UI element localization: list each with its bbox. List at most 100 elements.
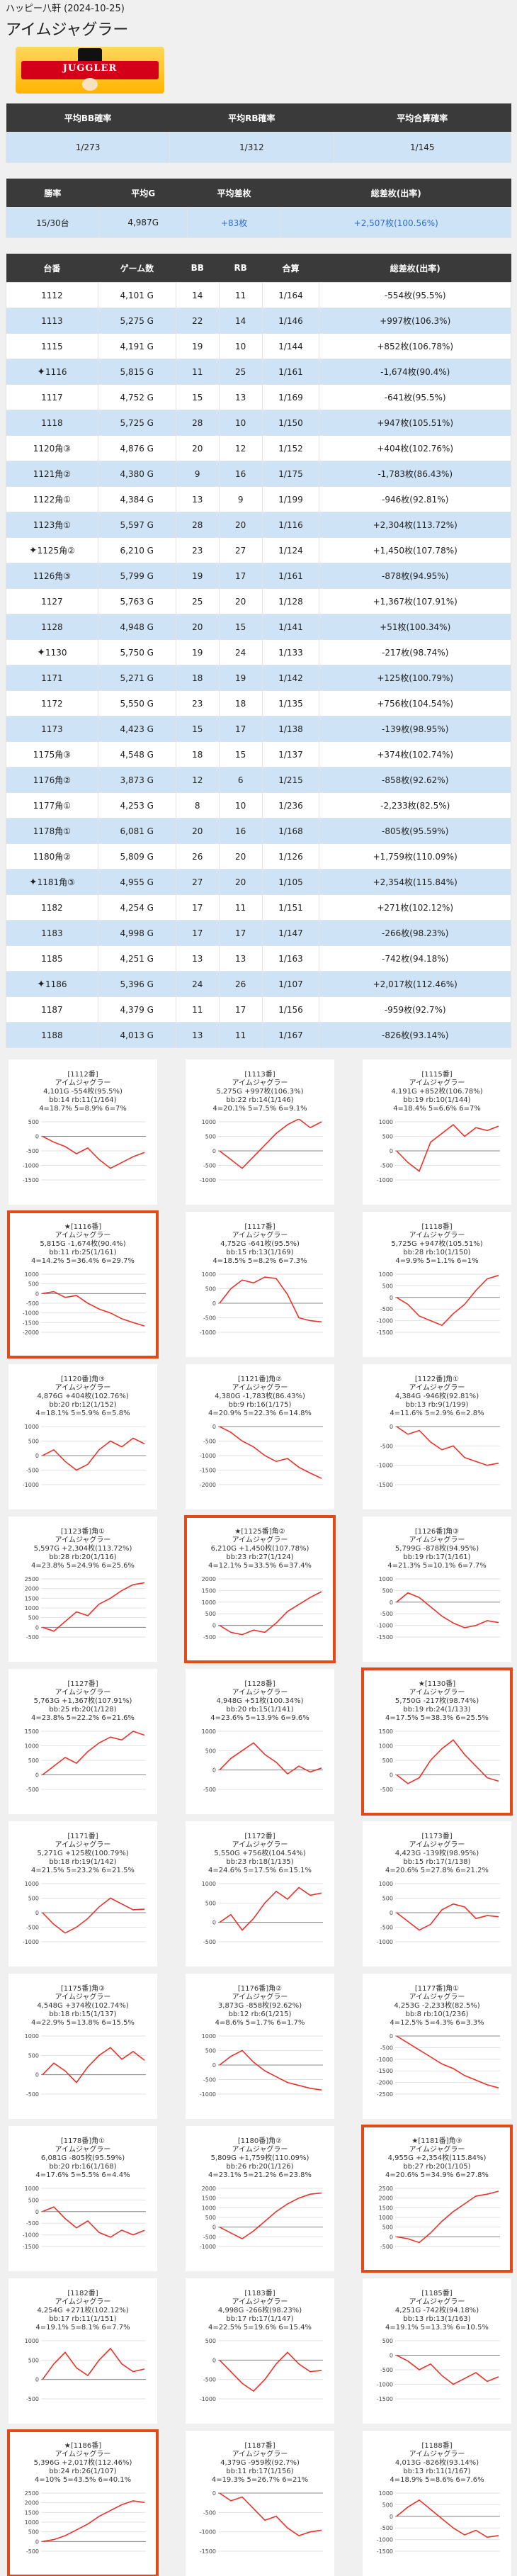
table-row: 1120角③ 4,876 G 20 12 1/152 +404枚(102.76%) [6,435,511,461]
cell-bb: 22 [175,308,220,334]
diff-line [396,1124,499,1172]
cell-total: 1/144 [261,333,320,359]
diff-line [396,2354,499,2385]
y-tick-label: 1000 [202,1271,216,1278]
y-tick-label: -1500 [200,2548,216,2554]
machine-no: 1123角① [6,512,98,538]
diff-line [42,2047,145,2083]
cell-total: 1/169 [261,384,320,410]
cell-diff: +2,304枚(113.72%) [319,512,511,538]
card-bonus: bb:19 rb:24(1/133) [403,1706,471,1714]
cell-rb: 6 [218,767,263,793]
y-tick-label: 0 [35,1453,39,1459]
machine-no-text: 1120角③ [33,444,72,454]
card-setting-odds: 4=21.5% 5=23.2% 6=21.5% [31,1867,135,1874]
y-tick-label: 1000 [25,1743,39,1750]
machine-card: [1120番]角③ アイムジャグラー 4,876G +404枚(102.76%) bb… [8,1364,157,1509]
diff-line [219,1742,322,1775]
cell-bb: 18 [175,665,220,691]
card-machine-name: アイムジャグラー [409,1841,465,1849]
card-setting-odds: 4=20.1% 5=7.5% 6=9.1% [212,1105,307,1113]
y-tick-label: -500 [380,1163,393,1169]
card-machine-no: [1120番]角③ [60,1376,106,1383]
card-setting-odds: 4=19.1% 5=8.1% 6=7.7% [35,2324,130,2332]
card-machine-no: [1176番]角② [237,1985,283,1993]
machine-no-text: 1180角② [33,852,72,862]
graph-chart: 1000 500 0 -500 -1000 -1500 [377,1576,500,1640]
machine-no-text: 1112 [41,290,63,300]
y-tick-label: 0 [35,1624,39,1631]
cell-total: 1/168 [261,818,320,844]
table-row: 1171 5,271 G 18 19 1/142 +125枚(100.79%) [6,665,511,691]
y-tick-label: 500 [382,2338,393,2344]
y-tick-label: 1000 [379,1881,393,1887]
summary-table-probability: 平均BB確率 平均RB確率 平均合算確率 1/273 1/312 1/145 [5,103,512,163]
card-text: [1128番] アイムジャグラー 4,948G +51枚(100.34%) bb:20… [186,1669,334,1723]
card-text: [1176番]角② アイムジャグラー 3,873G -858枚(92.62%) bb:… [186,1974,334,2027]
avg-diff-value: +83枚 [186,207,282,238]
machine-no: 1118 [6,410,98,436]
cell-total: 1/146 [261,308,320,334]
cell-rb: 19 [218,665,263,691]
machine-no: 1122角① [6,486,98,512]
machine-no: 1115 [6,333,98,359]
machine-no: ✦1181角③ [6,869,98,895]
machine-no-text: 1173 [41,724,63,734]
diff-line [219,2492,322,2536]
card-text: [1188番] アイムジャグラー 4,013G -826枚(93.14%) bb:13… [363,2431,511,2485]
y-tick-label: 500 [28,1615,39,1621]
win-rate-value: 15/30台 [6,207,100,238]
cell-diff: -2,233枚(82.5%) [319,792,511,819]
card-setting-odds: 4=10% 5=43.5% 6=40.1% [34,2476,132,2484]
y-tick-label: -2500 [377,2091,393,2097]
machine-card: [1172番] アイムジャグラー 5,550G +756枚(104.54%) bb:2… [186,1821,334,1967]
y-tick-label: 0 [35,2072,39,2079]
machine-card: [1112番] アイムジャグラー 4,101G -554枚(95.5%) bb:14 … [8,1059,157,1205]
y-tick-label: -500 [380,1611,393,1617]
card-machine-no: [1112番] [67,1071,98,1079]
diff-line [396,2190,499,2244]
diff-line [42,1290,145,1327]
header-avg-total: 平均合算確率 [334,103,511,133]
card-machine-name: アイムジャグラー [409,1993,465,2001]
cell-rb: 18 [218,690,263,716]
cell-games: 4,013 G [97,1022,176,1048]
machine-card: ★[1125番]角② アイムジャグラー 6,210G +1,450枚(107.78%… [184,1515,336,1663]
cell-games: 6,081 G [97,818,176,844]
card-machine-name: アイムジャグラー [55,1079,111,1087]
y-tick-label: -500 [203,1163,216,1169]
graph-chart: 500 0 -500 -1000 -1500 [377,2338,500,2402]
card-setting-odds: 4=14.2% 5=36.4% 6=29.7% [31,1257,135,1265]
y-tick-label: 0 [212,1424,216,1430]
cell-total: 1/156 [261,996,320,1023]
card-setting-odds: 4=23.8% 5=22.2% 6=21.6% [31,1714,135,1722]
y-tick-label: 1000 [25,1881,39,1887]
cell-total: 1/175 [261,461,320,487]
card-machine-name: アイムジャグラー [232,1232,288,1239]
machine-card: [1188番] アイムジャグラー 4,013G -826枚(93.14%) bb:13… [363,2431,511,2576]
table-row: ✦1186 5,396 G 24 26 1/107 +2,017枚(112.46%) [6,971,511,997]
card-setting-odds: 4=20.9% 5=22.3% 6=14.8% [208,1410,312,1417]
card-machine-no: [1177番]角① [414,1985,460,1993]
cell-bb: 28 [175,410,220,436]
total-diff-value: +2,507枚(100.56%) [280,207,511,238]
diff-line [219,1276,322,1323]
cell-bb: 13 [175,1022,220,1048]
y-tick-label: 2000 [25,2500,39,2507]
machine-no-text: 1126角③ [33,571,72,581]
machine-no-text: 1175角③ [33,750,72,760]
machine-no-text: 1183 [41,928,63,938]
cell-diff: +271枚(102.12%) [319,894,511,921]
table-row: 1176角② 3,873 G 12 6 1/215 -858枚(92.62%) [6,767,511,793]
col-rb: RB [219,254,263,283]
avg-games-value: 4,987G [98,207,188,238]
machine-card: [1178番]角① アイムジャグラー 6,081G -805枚(95.59%) bb:… [8,2126,157,2271]
cell-bb: 27 [175,869,220,895]
cell-rb: 11 [218,894,263,921]
machine-no-text: 1186 [45,979,67,989]
diff-line [42,1437,145,1471]
y-tick-label: 1500 [25,1728,39,1735]
y-tick-label: -1000 [23,1310,39,1317]
cell-bb: 15 [175,384,220,410]
y-tick-label: -1500 [377,2548,393,2554]
